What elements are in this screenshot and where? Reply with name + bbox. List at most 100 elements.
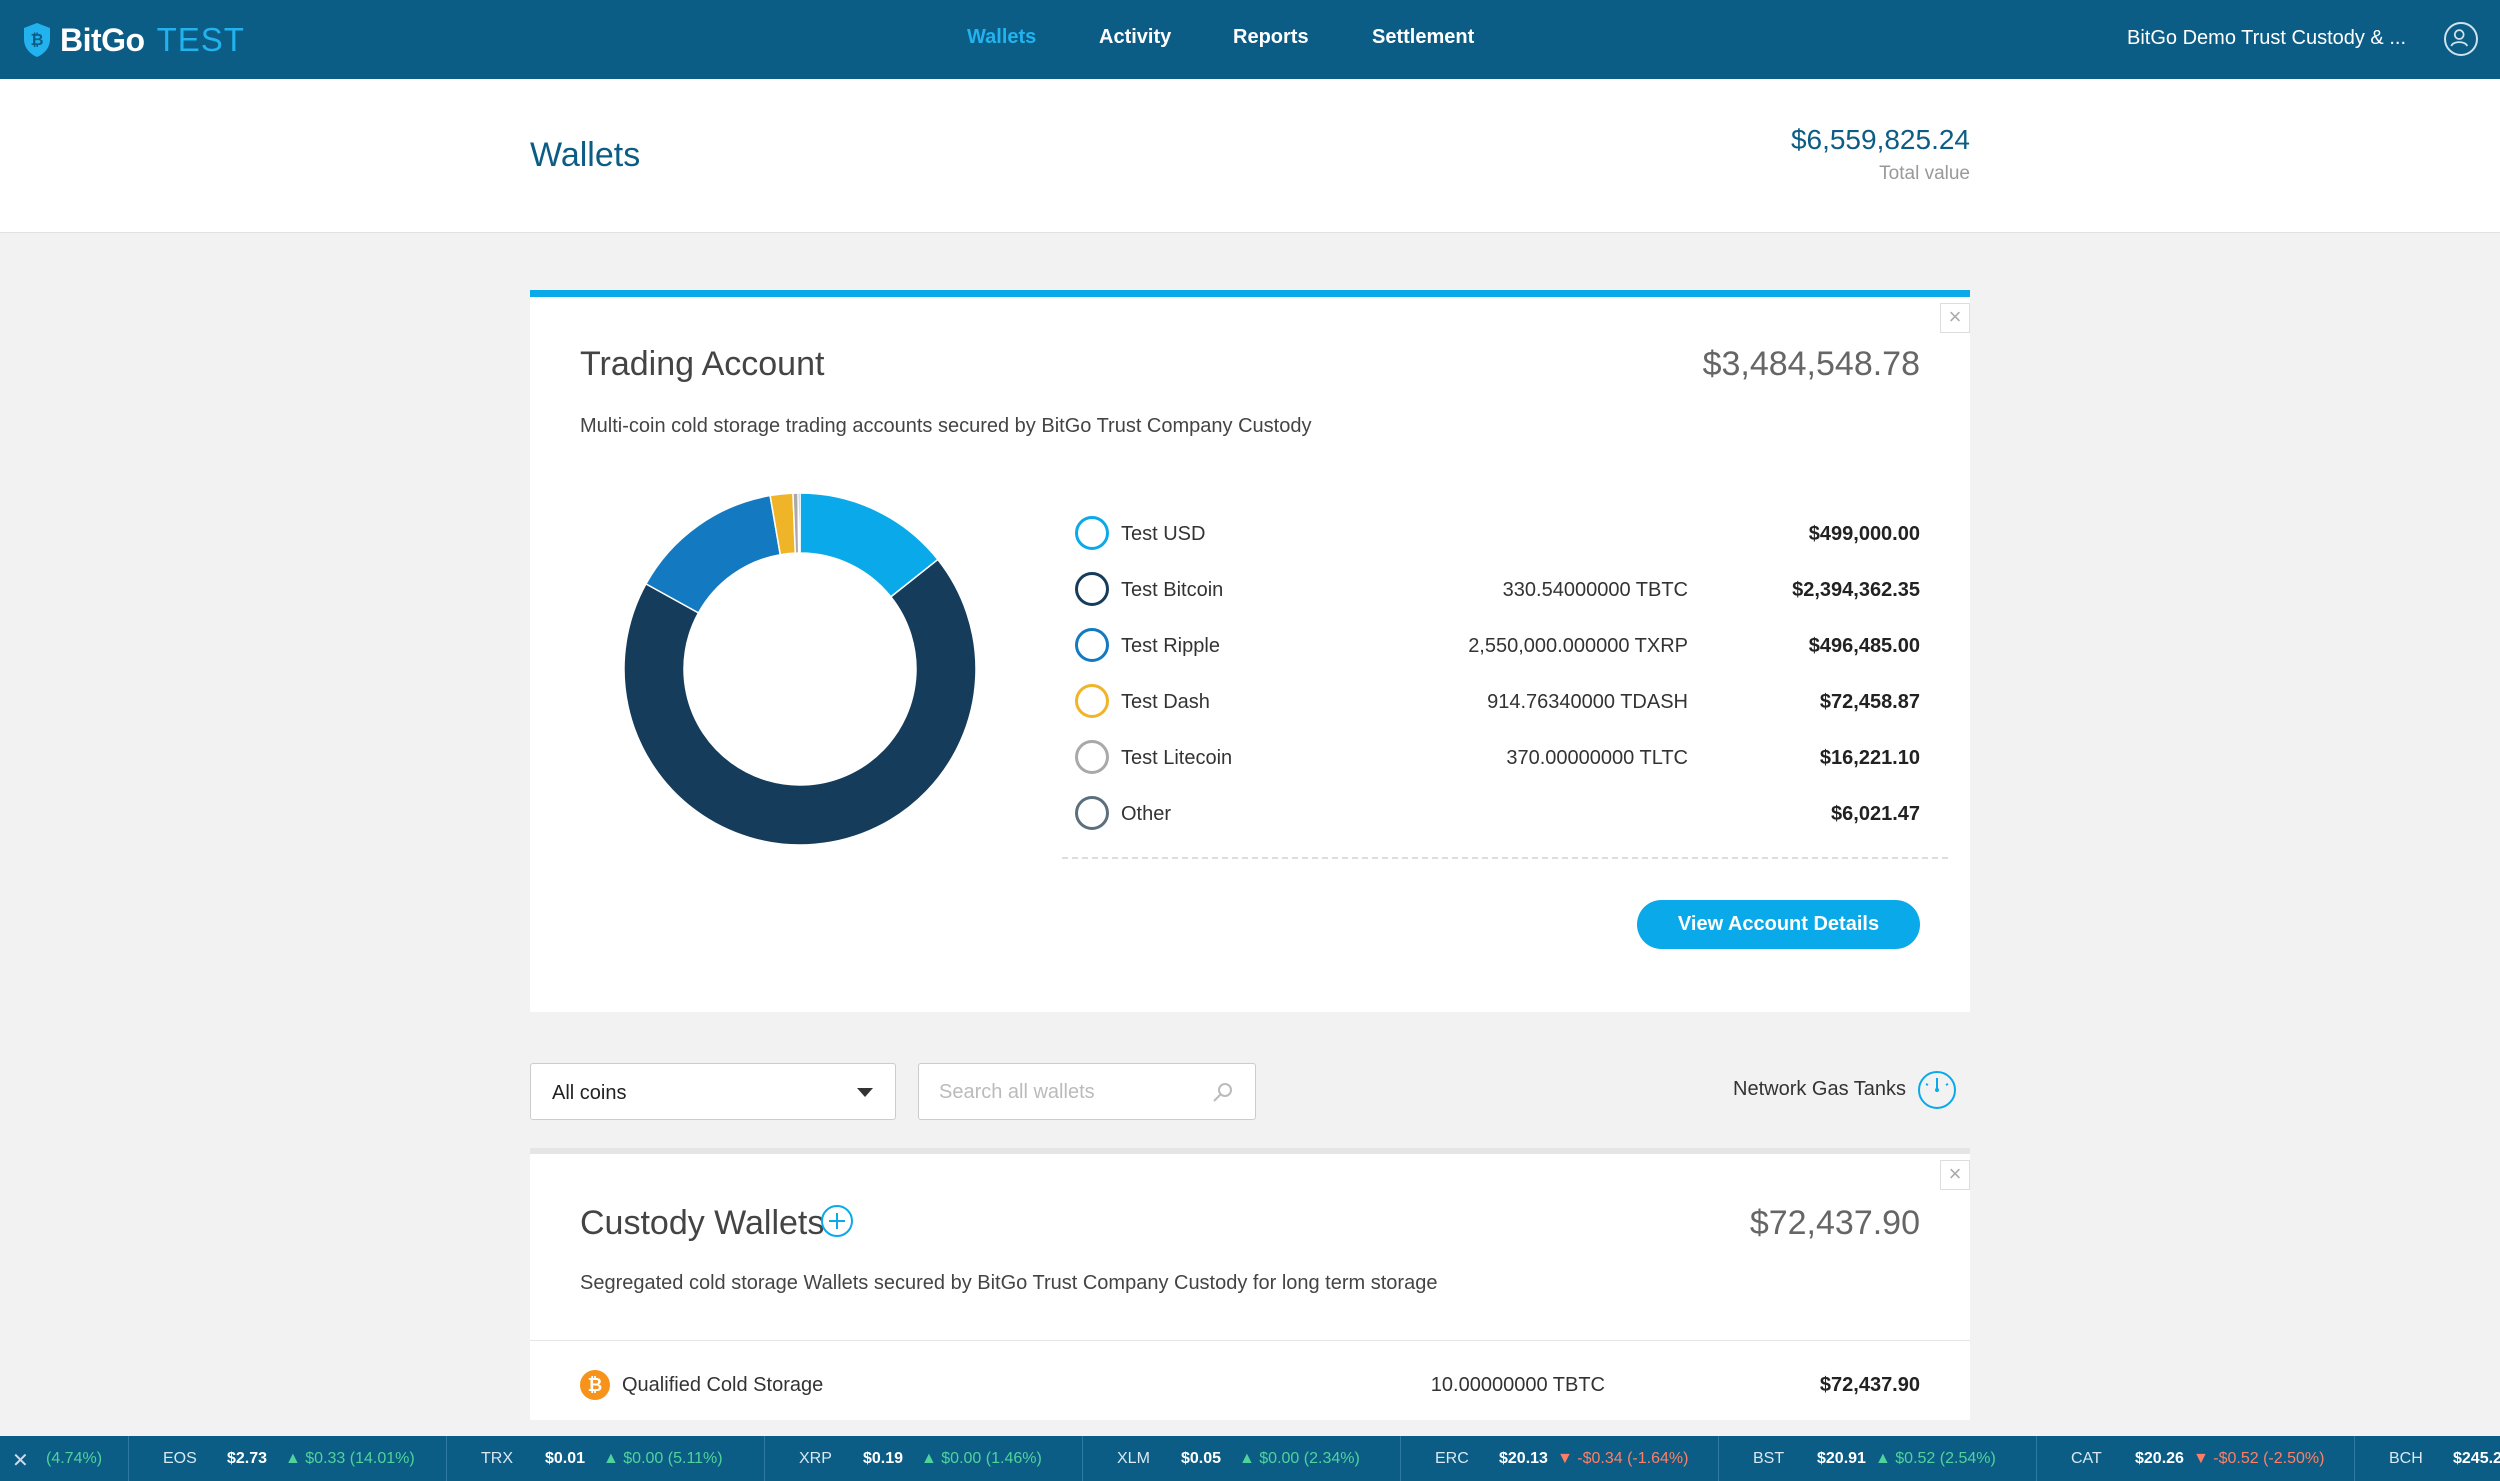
divider [530, 1340, 1970, 1341]
divider [1062, 857, 1948, 859]
donut-slice-test-ripple [644, 494, 782, 614]
ticker-symbol: XRP [799, 1450, 832, 1467]
ticker-price: $0.05 [1181, 1450, 1222, 1467]
asset-row: Test USD $499,000.00 [1075, 510, 1920, 566]
asset-value: $6,021.47 [1831, 803, 1920, 825]
search-icon[interactable] [1211, 1080, 1235, 1104]
asset-name: Test Ripple [1121, 635, 1220, 657]
search-input[interactable] [939, 1076, 1209, 1108]
asset-quantity: 2,550,000.000000 TXRP [1468, 635, 1688, 657]
wallet-search [918, 1063, 1256, 1120]
ticker-price: $2.73 [227, 1450, 268, 1467]
trading-account-card: × Trading Account $3,484,548.78 Multi-co… [530, 290, 1970, 1012]
asset-value: $72,458.87 [1819, 691, 1920, 713]
asset-row: Test Dash 914.76340000 TDASH $72,458.87 [1075, 678, 1920, 734]
coin-filter-value: All coins [552, 1082, 627, 1104]
ticker-symbol: CAT [2071, 1450, 2102, 1467]
donut-slice-other [797, 492, 801, 554]
ticker-price: $0.19 [863, 1450, 904, 1467]
ticker-price: $20.26 [2135, 1450, 2184, 1467]
ticker-symbol: TRX [481, 1450, 513, 1467]
custody-wallets-card: × Custody Wallets $72,437.90 Segregated … [530, 1148, 1970, 1420]
ticker-symbol: XLM [1117, 1450, 1150, 1467]
asset-color-icon [1075, 796, 1109, 830]
brand[interactable]: ₿ BitGo TEST [22, 18, 245, 62]
asset-quantity: 330.54000000 TBTC [1502, 579, 1688, 601]
ticker-item: XRP $0.19 ▲ $0.00 (1.46%) [764, 1436, 1082, 1481]
asset-row: Test Ripple 2,550,000.000000 TXRP $496,485… [1075, 622, 1920, 678]
close-card-button[interactable]: × [1940, 1160, 1970, 1190]
ticker-item: TRX $0.01 ▲ $0.00 (5.11%) [446, 1436, 764, 1481]
page-header: Wallets $6,559,825.24 Total value [0, 79, 2500, 233]
total-value: $6,559,825.24 [1790, 124, 1970, 155]
ticker-item: XLM $0.05 ▲ $0.00 (2.34%) [1082, 1436, 1400, 1481]
asset-name: Test USD [1121, 523, 1206, 545]
ticker-symbol: BST [1753, 1450, 1785, 1467]
donut-slice-test-bitcoin [623, 558, 977, 846]
ticker-change: ▲ $0.00 (2.34%) [1239, 1450, 1360, 1467]
gauge-icon[interactable] [1916, 1069, 1958, 1111]
ticker-change: ▲ $0.00 (5.11%) [603, 1450, 723, 1467]
trading-account-title: Trading Account [580, 345, 825, 383]
org-switcher[interactable]: BitGo Demo Trust Custody & ... [2127, 27, 2406, 49]
custody-wallets-amount: $72,437.90 [1749, 1204, 1920, 1242]
asset-value: $2,394,362.35 [1792, 579, 1920, 601]
asset-value: $16,221.10 [1819, 747, 1920, 769]
nav-activity[interactable]: Activity [1099, 26, 1172, 48]
asset-quantity: 370.00000000 TLTC [1506, 747, 1688, 769]
brand-logo-text: BitGo [60, 21, 145, 58]
close-card-button[interactable]: × [1940, 303, 1970, 333]
wallet-quantity: 10.00000000 TBTC [1430, 1374, 1605, 1396]
ticker-change: ▼ -$0.52 (-2.50%) [2193, 1450, 2325, 1467]
ticker-item: ERC $20.13 ▼ -$0.34 (-1.64%) [1400, 1436, 1718, 1481]
wallet-name[interactable]: Qualified Cold Storage [622, 1374, 824, 1396]
total-value-label: Total value [1879, 163, 1970, 184]
view-account-details-button[interactable]: View Account Details [1637, 900, 1920, 949]
asset-name: Other [1121, 803, 1172, 825]
ticker-price: $20.91 [1817, 1450, 1866, 1467]
asset-value: $499,000.00 [1808, 523, 1920, 545]
network-gas-tanks-label[interactable]: Network Gas Tanks [1733, 1078, 1907, 1100]
caret-down-icon [857, 1088, 873, 1097]
user-account-icon[interactable] [2444, 22, 2478, 56]
asset-allocation-donut-chart [623, 492, 977, 846]
environment-label: TEST [156, 21, 245, 58]
ticker-lead-change: (4.74%) [46, 1450, 103, 1467]
trading-account-amount: $3,484,548.78 [1702, 345, 1920, 383]
asset-name: Test Bitcoin [1121, 579, 1224, 601]
ticker-item: BCH $245.25 [2354, 1436, 2500, 1481]
asset-row: Test Litecoin 370.00000000 TLTC $16,221.10 [1075, 734, 1920, 790]
bitgo-shield-icon: ₿ [24, 23, 50, 57]
asset-color-icon [1075, 740, 1109, 774]
asset-row: Test Bitcoin 330.54000000 TBTC $2,394,362.… [1075, 566, 1920, 622]
ticker-item: BST $20.91 ▲ $0.52 (2.54%) [1718, 1436, 2036, 1481]
asset-row: Other $6,021.47 [1075, 790, 1920, 846]
ticker-price: $0.01 [545, 1450, 586, 1467]
wallet-value: $72,437.90 [1819, 1374, 1920, 1396]
asset-value: $496,485.00 [1808, 635, 1920, 657]
asset-color-icon [1075, 516, 1109, 550]
ticker-price: $20.13 [1499, 1450, 1548, 1467]
ticker-change: ▲ $0.00 (1.46%) [921, 1450, 1042, 1467]
custody-wallets-description: Segregated cold storage Wallets secured … [580, 1272, 1438, 1294]
ticker-symbol: EOS [163, 1450, 197, 1467]
nav-reports[interactable]: Reports [1233, 26, 1309, 48]
ticker-price: $245.25 [2453, 1450, 2500, 1467]
add-wallet-icon[interactable] [820, 1204, 854, 1238]
top-nav: ₿ BitGo TEST Wallets Activity Reports Se… [0, 0, 2500, 79]
asset-quantity: 914.76340000 TDASH [1487, 691, 1688, 713]
asset-name: Test Litecoin [1121, 747, 1233, 769]
price-ticker: ✕ (4.74%) EOS $2.73 ▲ $0.33 (14.01%) TRX $0.… [0, 1436, 2500, 1481]
ticker-change: ▲ $0.33 (14.01%) [285, 1450, 415, 1467]
svg-text:₿: ₿ [30, 31, 43, 49]
ticker-change: ▲ $0.52 (2.54%) [1875, 1450, 1996, 1467]
asset-list: Test USD $499,000.00 Test Bitcoin 330.54000… [1075, 510, 1920, 846]
bitcoin-icon: ₿ [580, 1370, 610, 1400]
trading-account-description: Multi-coin cold storage trading accounts… [580, 415, 1312, 437]
nav-settlement[interactable]: Settlement [1372, 26, 1475, 48]
nav-wallets[interactable]: Wallets [967, 26, 1037, 48]
page-title: Wallets [530, 136, 641, 174]
close-icon[interactable]: ✕ [12, 1450, 29, 1472]
coin-filter-select[interactable]: All coins [530, 1063, 896, 1120]
main-nav: Wallets Activity Reports Settlement [0, 0, 2500, 79]
